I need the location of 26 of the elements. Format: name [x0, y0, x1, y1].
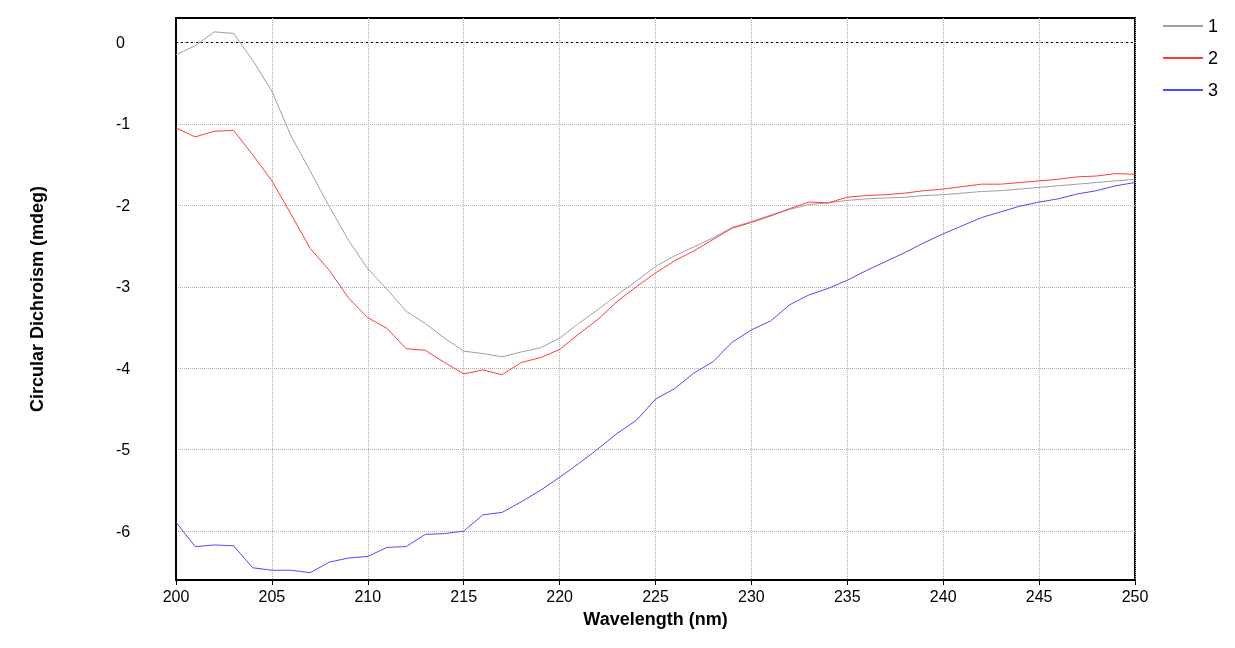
x-tick-label: 220: [546, 587, 574, 605]
y-tick-label: 0: [116, 33, 125, 51]
legend-label: 1: [1207, 16, 1218, 36]
x-tick-label: 210: [354, 587, 382, 605]
x-tick-label: 245: [1025, 587, 1053, 605]
line-series: [175, 127, 1136, 376]
y-tick-label: -2: [116, 196, 131, 214]
x-tick-label: 225: [642, 587, 669, 605]
x-tick-label: 215: [450, 587, 478, 605]
y-tick-label: -3: [116, 278, 131, 296]
x-tick-label: 230: [738, 587, 765, 605]
line-series: [175, 31, 1136, 358]
y-tick-label: -4: [116, 359, 131, 377]
legend-label: 2: [1207, 48, 1218, 68]
x-tick-label: 205: [258, 587, 286, 605]
legend-label: 3: [1207, 80, 1218, 100]
x-tick-label: 240: [929, 587, 957, 605]
line-series: [175, 182, 1136, 574]
y-tick-label: -1: [116, 115, 131, 133]
x-tick-label: 200: [162, 587, 190, 605]
x-tick-label: 250: [1121, 587, 1149, 605]
x-axis-title: Wavelength (nm): [583, 609, 728, 629]
x-tick-label: 235: [833, 587, 861, 605]
y-tick-label: -6: [116, 522, 131, 540]
y-axis-title: Circular Dichroism (mdeg): [27, 185, 47, 413]
y-tick-label: -5: [116, 441, 131, 459]
